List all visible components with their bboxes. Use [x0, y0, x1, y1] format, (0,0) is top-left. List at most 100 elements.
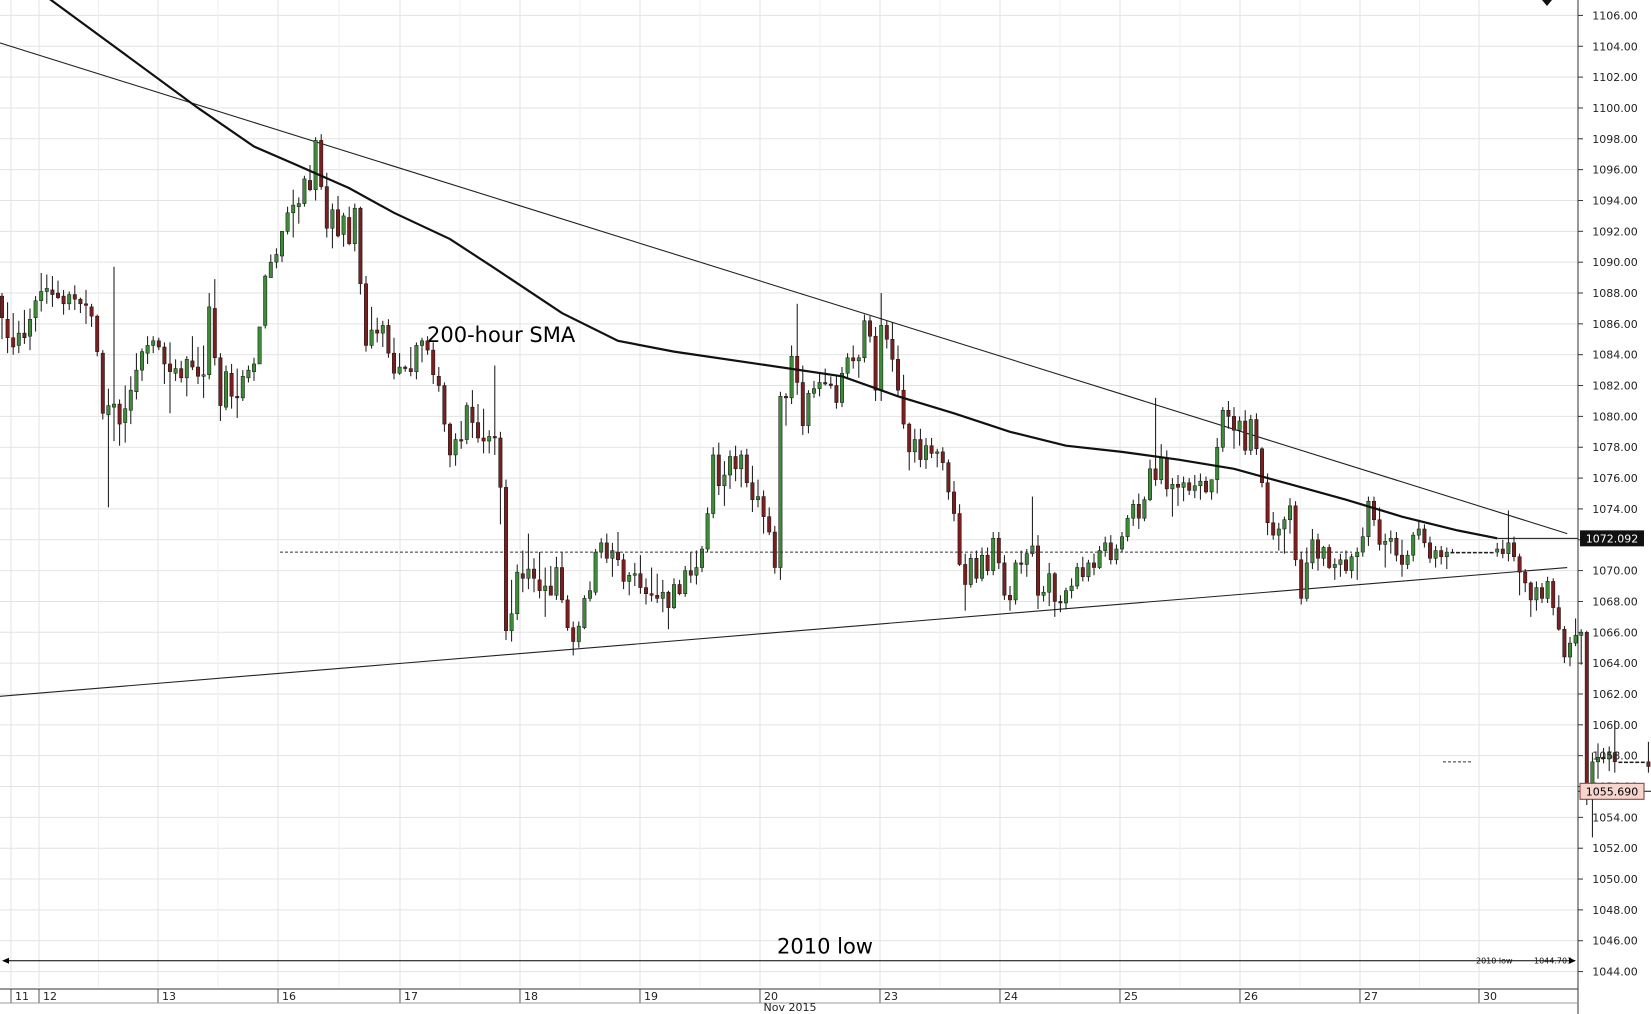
candle-body	[940, 451, 945, 463]
candle-body	[1338, 559, 1343, 565]
x-tick-label: 11	[15, 990, 29, 1003]
candle-body	[1377, 519, 1382, 545]
candle	[560, 552, 564, 603]
candle	[1635, 761, 1640, 764]
candle	[963, 553, 968, 611]
candle	[1500, 539, 1505, 559]
candle-body	[184, 359, 189, 379]
candle-body	[828, 383, 833, 386]
candle-body	[1260, 448, 1264, 483]
candle-body	[1388, 537, 1393, 542]
candle-body	[649, 593, 654, 596]
sma-200-line	[49, 0, 1498, 540]
y-tick-label: 1062.00	[1592, 688, 1638, 701]
candle	[1069, 578, 1074, 599]
candle	[974, 550, 979, 583]
candle-body	[1131, 504, 1136, 519]
candle	[1596, 743, 1600, 779]
candle-body	[1607, 752, 1612, 760]
candle	[162, 342, 167, 385]
candle	[548, 565, 553, 596]
candle-body	[560, 567, 564, 601]
candle-body	[145, 345, 150, 354]
candle-body	[268, 261, 273, 278]
candle-body	[324, 186, 329, 229]
candle-body	[67, 294, 72, 305]
candle	[744, 448, 749, 488]
candle-body	[1624, 761, 1628, 764]
candle	[935, 448, 940, 468]
candle	[1618, 761, 1623, 764]
candle	[840, 367, 844, 408]
candle-body	[996, 537, 1001, 564]
candle-body	[369, 329, 374, 346]
candle	[1226, 400, 1231, 429]
price-badge-last-box	[1579, 782, 1645, 800]
candle-body	[291, 204, 296, 214]
candle-body	[1288, 505, 1292, 520]
candle	[537, 552, 542, 599]
candle	[44, 274, 49, 304]
candle	[520, 550, 525, 593]
candle	[5, 302, 10, 354]
candle	[515, 564, 520, 620]
candle-body	[1523, 571, 1528, 584]
candle-body	[509, 613, 514, 632]
candle-body	[946, 462, 951, 493]
x-tick-label: 27	[1364, 990, 1378, 1003]
candle-body	[1097, 550, 1102, 568]
candle-body	[1327, 547, 1332, 568]
candle-body	[1002, 562, 1007, 596]
candle-body	[733, 456, 738, 470]
candle-body	[123, 408, 128, 423]
candle-body	[78, 298, 83, 305]
candle	[1170, 478, 1175, 517]
candle	[812, 380, 816, 398]
candle-body	[834, 385, 839, 403]
candle	[196, 346, 200, 385]
candle	[1304, 547, 1309, 602]
candle	[22, 309, 27, 344]
candle	[739, 450, 744, 488]
candle	[106, 388, 111, 508]
x-tick-label: 16	[282, 990, 296, 1003]
candle	[1416, 519, 1421, 540]
candle-body	[952, 491, 956, 514]
candle	[800, 365, 805, 435]
candle	[425, 336, 430, 355]
candle-body	[1209, 479, 1214, 493]
x-tick-label: 19	[644, 990, 658, 1003]
candle	[492, 365, 497, 455]
candle-body	[352, 207, 357, 244]
candle-body	[313, 140, 318, 190]
candle	[1103, 536, 1108, 557]
candle	[179, 360, 184, 383]
candle-body	[464, 405, 469, 440]
candle	[1108, 535, 1113, 565]
candle	[1444, 547, 1449, 570]
candle-body	[912, 439, 917, 453]
candle	[851, 345, 856, 369]
candle-body	[5, 318, 10, 338]
candle	[1019, 550, 1024, 574]
candle	[1517, 553, 1522, 596]
candle	[408, 346, 413, 377]
candle	[1092, 553, 1096, 576]
candle	[896, 345, 900, 397]
candle	[711, 447, 716, 519]
y-tick-label: 1078.00	[1592, 441, 1638, 454]
candle-body	[397, 366, 402, 374]
candle	[1562, 626, 1567, 664]
candle-body	[1411, 534, 1416, 556]
candle	[504, 479, 508, 641]
candle-body	[476, 422, 480, 439]
candle-body	[896, 359, 900, 391]
candle	[1377, 507, 1382, 551]
y-tick-label: 1052.00	[1592, 842, 1638, 855]
y-tick-label: 1058.00	[1592, 750, 1638, 763]
candle	[733, 445, 738, 482]
candle-body	[229, 372, 234, 397]
candle	[173, 359, 178, 381]
x-tick-label: 25	[1124, 990, 1138, 1003]
